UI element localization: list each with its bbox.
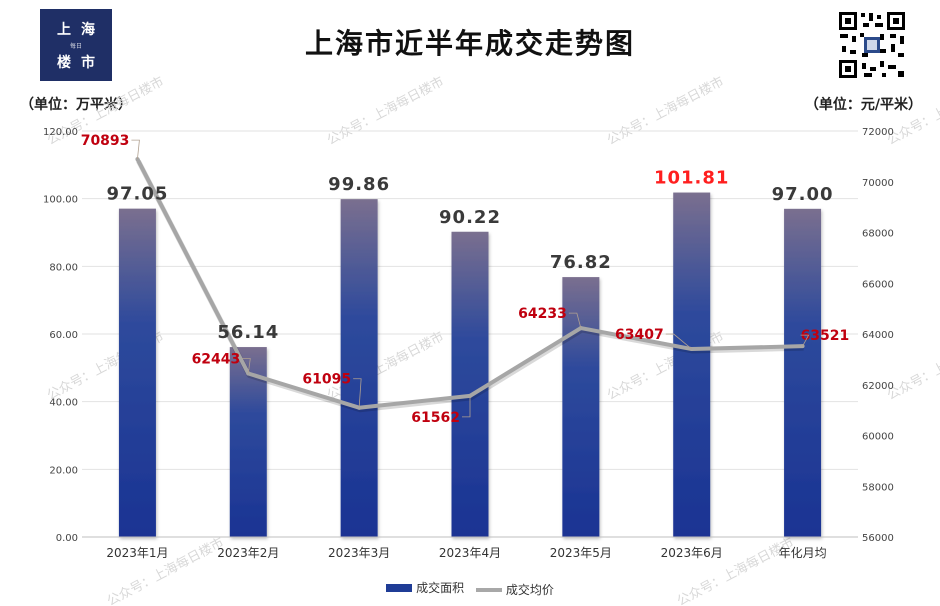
price-leader-line: [665, 333, 692, 350]
bar: [673, 192, 711, 537]
price-leader-line: [568, 312, 582, 329]
legend: 成交面积 成交均价: [0, 579, 940, 598]
bar-value-label: 90.22: [439, 207, 501, 228]
left-tick-label: 80.00: [49, 262, 78, 273]
bar: [451, 231, 489, 537]
chart-title: 上海市近半年成交走势图: [304, 27, 635, 60]
x-tick-label: 2023年6月: [661, 546, 723, 560]
x-tick-label: 2023年5月: [550, 546, 612, 560]
right-axis-unit: （单位：元/平米）: [804, 97, 922, 113]
watermark-text-2: 公众号：上海每日楼市: [604, 73, 726, 148]
left-tick-label: 100.00: [43, 195, 78, 206]
brand-logo: 上海 每日 楼市: [40, 9, 112, 81]
bar: [562, 277, 600, 537]
price-leader-line: [353, 378, 362, 408]
right-tick-label: 62000: [862, 381, 894, 392]
left-tick-label: 120.00: [43, 127, 78, 138]
right-tick-label: 70000: [862, 178, 894, 189]
bar: [118, 208, 156, 537]
legend-swatch-bar: [386, 583, 413, 592]
price-leader-line: [462, 395, 471, 418]
right-tick-label: 68000: [862, 229, 894, 240]
left-axis-unit: （单位：万平米）: [20, 97, 132, 113]
price-leader-line: [800, 334, 810, 347]
bar-value-label: 99.86: [328, 174, 390, 195]
right-tick-label: 72000: [862, 127, 894, 138]
right-tick-label: 56000: [862, 533, 894, 544]
price-leader-line: [131, 139, 140, 160]
bar-value-label: 56.14: [217, 322, 279, 343]
logo-line-3: 楼市: [57, 55, 105, 71]
left-tick-label: 40.00: [49, 398, 78, 409]
right-tick-label: 58000: [862, 482, 894, 493]
bar-value-label: 101.81: [654, 168, 729, 189]
left-tick-label: 0.00: [56, 533, 78, 544]
right-tick-label: 64000: [862, 330, 894, 341]
legend-item-area: 成交面积: [386, 579, 464, 596]
watermark-text-1: 公众号：上海每日楼市: [324, 73, 446, 148]
legend-swatch-line: [475, 587, 502, 592]
x-tick-label: 2023年1月: [106, 546, 168, 560]
price-value-label: 62443: [192, 352, 241, 368]
price-value-label: 61095: [302, 372, 351, 388]
bar: [784, 208, 822, 538]
legend-label-area: 成交面积: [416, 581, 465, 595]
x-tick-label: 年化月均: [779, 546, 827, 560]
bar-value-label: 97.00: [772, 184, 834, 205]
right-tick-label: 66000: [862, 279, 894, 290]
logo-line-2: 每日: [69, 43, 82, 50]
left-tick-label: 20.00: [49, 465, 78, 476]
qr-code-icon: [836, 9, 908, 81]
price-value-label: 63521: [801, 328, 850, 344]
bar: [340, 199, 378, 538]
legend-item-price: 成交均价: [475, 581, 554, 598]
bar-value-label: 76.82: [550, 252, 612, 273]
price-value-label: 64233: [518, 306, 567, 322]
x-tick-label: 2023年2月: [217, 546, 279, 560]
legend-label-price: 成交均价: [505, 583, 554, 597]
axes: 0.00 20.00 40.00 60.00 80.00 100.00 120.00 5600…: [43, 127, 894, 560]
price-value-label: 61562: [411, 410, 460, 426]
x-tick-label: 2023年3月: [328, 546, 390, 560]
right-tick-label: 60000: [862, 432, 894, 443]
x-tick-label: 2023年4月: [439, 546, 501, 560]
price-leader-line: [242, 358, 251, 374]
price-value-label: 63407: [615, 327, 664, 343]
data-labels: 97.05 56.14 99.86 90.22 76.82 101.81 97.00 7089…: [81, 133, 850, 426]
logo-line-1: 上海: [57, 22, 105, 38]
bar-series: [118, 192, 822, 538]
price-value-label: 70893: [81, 133, 130, 149]
bar-value-label: 97.05: [106, 184, 168, 205]
left-tick-label: 60.00: [49, 330, 78, 341]
